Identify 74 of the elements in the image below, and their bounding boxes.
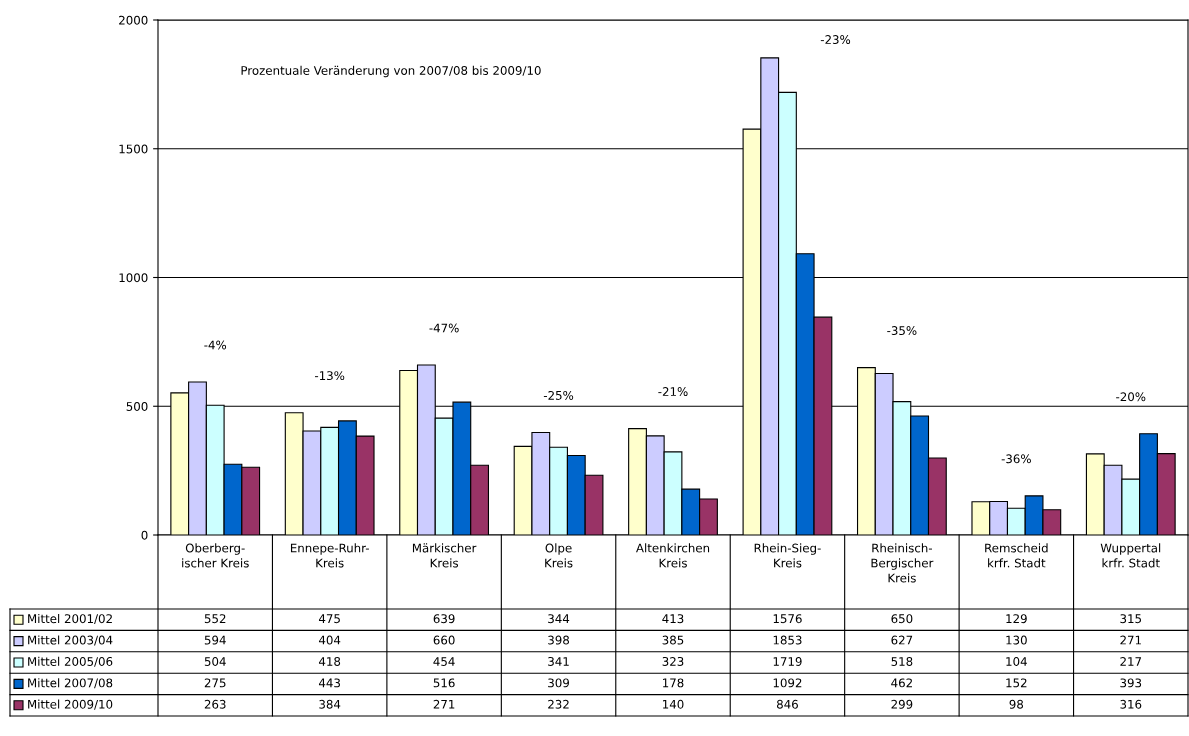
legend-label: Mittel 2007/08 xyxy=(28,678,113,689)
data-label: 404 xyxy=(318,635,341,645)
data-label: 1092 xyxy=(773,678,802,688)
data-label: 518 xyxy=(891,657,913,666)
data-label: 475 xyxy=(318,614,340,624)
x-tick-label: Ennepe-Ruhr- Kreis xyxy=(290,543,369,568)
x-tick-label: Altenkirchen Kreis xyxy=(636,543,710,568)
data-label: 316 xyxy=(1120,699,1142,709)
data-label: 1853 xyxy=(773,635,802,645)
data-label: 462 xyxy=(891,678,912,688)
data-label: 178 xyxy=(663,678,684,688)
data-label: 384 xyxy=(319,699,341,709)
data-label: 639 xyxy=(433,614,455,624)
data-label: 315 xyxy=(1120,614,1142,624)
data-label: 504 xyxy=(204,657,226,666)
annotation: -35% xyxy=(887,326,917,335)
data-label: 323 xyxy=(662,657,684,666)
data-label: 385 xyxy=(662,635,684,645)
legend-label: Mittel 2009/10 xyxy=(28,699,113,710)
data-label: 232 xyxy=(548,699,569,709)
annotation: -21% xyxy=(658,387,688,397)
data-label: 660 xyxy=(433,635,455,645)
data-label: 217 xyxy=(1120,657,1142,666)
annotation: -47% xyxy=(429,323,459,333)
data-label: 344 xyxy=(548,614,570,624)
x-tick-label: Oberberg- ischer Kreis xyxy=(182,543,249,568)
data-label: 104 xyxy=(1006,657,1027,666)
annotation: -23% xyxy=(820,35,851,45)
annotation: -25% xyxy=(543,390,574,400)
y-tick-label: 2000 xyxy=(119,15,148,25)
x-tick-label: Rhein-Sieg- Kreis xyxy=(754,543,821,568)
y-tick-label: 1500 xyxy=(119,144,148,154)
legend-label: Mittel 2003/04 xyxy=(28,635,113,646)
data-label: 129 xyxy=(1006,614,1027,624)
data-label: 152 xyxy=(1006,678,1027,688)
annotation: Prozentuale Veränderung von 2007/08 bis 2009/10 xyxy=(241,65,541,78)
data-label: 454 xyxy=(433,657,455,666)
data-label: 130 xyxy=(1006,635,1027,645)
x-tick-label: Wuppertal krfr. Stadt xyxy=(1100,543,1161,568)
annotation: -4% xyxy=(204,340,227,350)
data-label: 275 xyxy=(204,678,226,688)
x-tick-label: Rheinisch- Bergischer Kreis xyxy=(871,543,934,583)
data-label: 309 xyxy=(548,678,569,688)
data-label: 341 xyxy=(548,657,569,666)
data-label: 393 xyxy=(1120,678,1142,688)
data-label: 98 xyxy=(1009,699,1024,709)
data-label: 650 xyxy=(891,614,913,624)
data-label: 1719 xyxy=(773,657,802,666)
data-label: 1576 xyxy=(773,614,802,624)
data-label: 263 xyxy=(204,699,226,709)
data-label: 846 xyxy=(776,699,798,709)
data-label: 552 xyxy=(204,614,226,624)
data-label: 443 xyxy=(318,678,340,688)
x-tick-label: Remscheid krfr. Stadt xyxy=(985,543,1048,568)
data-label: 418 xyxy=(318,657,341,666)
data-label: 271 xyxy=(1120,635,1141,645)
annotation: -13% xyxy=(314,371,345,381)
data-label: 140 xyxy=(663,699,684,709)
data-label: 516 xyxy=(433,678,455,688)
y-tick-label: 500 xyxy=(126,401,148,411)
legend-label: Mittel 2005/06 xyxy=(28,656,113,667)
data-label: 299 xyxy=(891,699,913,709)
x-tick-label: Olpe Kreis xyxy=(545,543,573,568)
y-tick-label: 0 xyxy=(141,530,148,540)
data-label: 398 xyxy=(548,635,570,645)
y-tick-label: 1000 xyxy=(119,273,148,283)
data-label: 413 xyxy=(662,614,684,624)
data-label: 594 xyxy=(204,635,226,645)
x-tick-label: Märkischer Kreis xyxy=(412,543,477,568)
legend-label: Mittel 2001/02 xyxy=(28,613,112,625)
annotation: -20% xyxy=(1116,392,1146,402)
data-label: 627 xyxy=(891,635,913,645)
annotation: -36% xyxy=(1001,454,1031,464)
data-label: 271 xyxy=(433,699,455,709)
